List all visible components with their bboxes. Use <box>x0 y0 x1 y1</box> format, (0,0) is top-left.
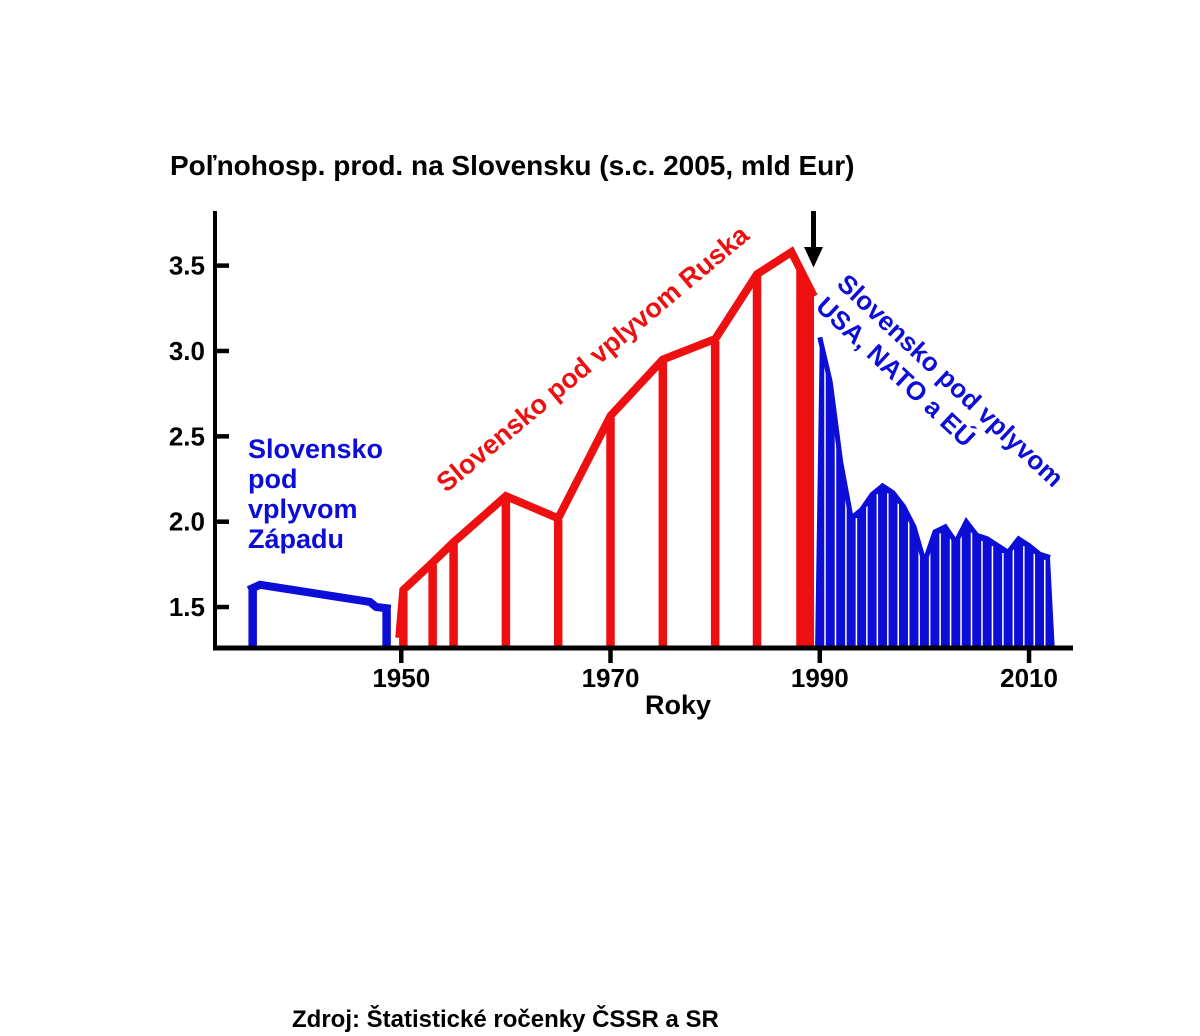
source-note: Zdroj: Štatistické ročenky ČSSR a SR <box>292 1006 719 1033</box>
annotation-west-period: Slovensko pod vplyvom Západu <box>248 434 383 554</box>
x-tick-label: 1990 <box>791 663 849 693</box>
annotation-west-line: Západu <box>248 524 345 554</box>
annotation-west-line: pod <box>248 464 298 494</box>
x-tick-label: 2010 <box>1000 663 1058 693</box>
x-axis-label: Roky <box>645 690 711 720</box>
usa-era-outline <box>817 336 1051 571</box>
blue-era-outline <box>246 580 392 613</box>
x-tick-label: 1950 <box>372 663 430 693</box>
chart-title: Poľnohosp. prod. na Slovensku (s.c. 2005… <box>170 150 855 181</box>
usa-era-area <box>815 337 1055 647</box>
y-tick-label: 2.0 <box>169 507 205 537</box>
y-tick-label: 3.5 <box>169 251 205 281</box>
annotation-west-line: Slovensko <box>248 434 384 464</box>
y-tick-label: 3.0 <box>169 336 205 366</box>
x-tick-label: 1970 <box>582 663 640 693</box>
red-era-end-bar <box>796 261 815 646</box>
transition-arrow-head <box>804 247 824 268</box>
red-era-outline <box>395 246 818 639</box>
annotation-west-line: vplyvom <box>248 494 358 524</box>
y-tick-label: 1.5 <box>169 592 205 622</box>
y-tick-label: 2.5 <box>169 421 205 451</box>
